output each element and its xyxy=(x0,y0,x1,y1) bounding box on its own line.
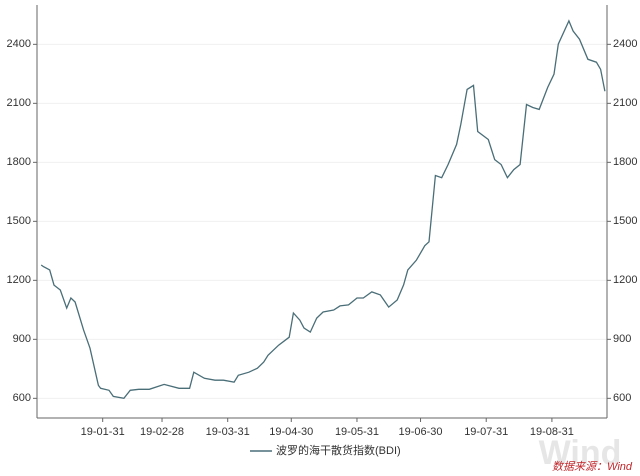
x-tick-label: 19-04-30 xyxy=(269,426,313,438)
y-tick-label: 2100 xyxy=(7,97,31,109)
y-tick-label: 900 xyxy=(13,333,31,345)
x-tick-label: 19-06-30 xyxy=(399,426,443,438)
y2-tick-label: 900 xyxy=(613,333,631,345)
y2-tick-label: 2400 xyxy=(613,38,637,50)
x-tick-label: 19-07-31 xyxy=(464,426,508,438)
x-tick-label: 19-02-28 xyxy=(140,426,184,438)
x-tick-label: 19-08-31 xyxy=(530,426,574,438)
watermark: Wind xyxy=(539,434,622,472)
x-tick-label: 19-03-31 xyxy=(206,426,250,438)
y2-tick-label: 1800 xyxy=(613,156,637,168)
y-tick-label: 1800 xyxy=(7,156,31,168)
x-tick-label: 19-05-31 xyxy=(335,426,379,438)
y2-tick-label: 600 xyxy=(613,392,631,404)
y-tick-label: 1200 xyxy=(7,274,31,286)
y-tick-label: 600 xyxy=(13,392,31,404)
x-tick-label: 19-01-31 xyxy=(81,426,125,438)
y-tick-label: 1500 xyxy=(7,215,31,227)
source-note: 数据来源：Wind xyxy=(552,460,633,473)
y2-tick-label: 1500 xyxy=(613,215,637,227)
y2-tick-label: 1200 xyxy=(613,274,637,286)
y2-tick-label: 2100 xyxy=(613,97,637,109)
y-tick-label: 2400 xyxy=(7,38,31,50)
data-line xyxy=(40,19,606,400)
legend-label: 波罗的海干散货指数(BDI) xyxy=(276,443,401,457)
